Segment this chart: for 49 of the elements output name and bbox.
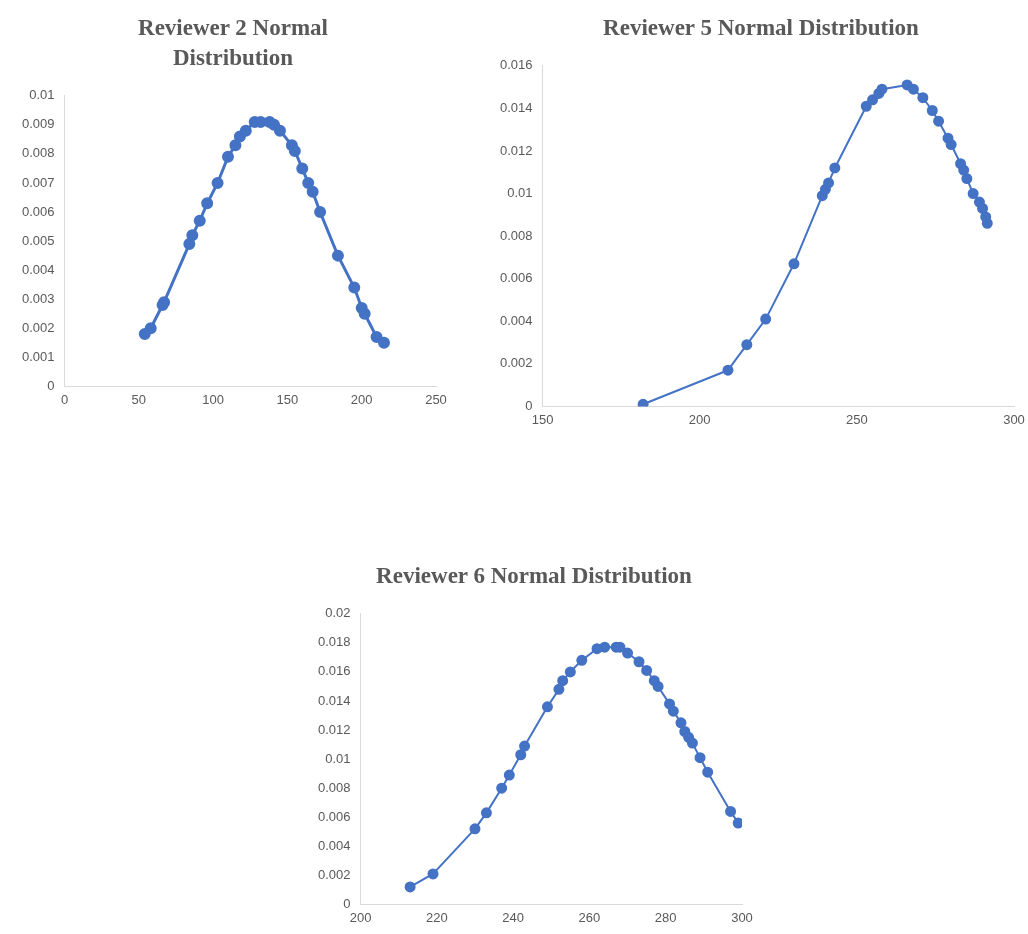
y-tick-label: 0.005 bbox=[21, 232, 55, 248]
y-tick-label: 0.004 bbox=[499, 312, 533, 328]
y-tick-label: 0.006 bbox=[499, 270, 533, 286]
y-tick-label: 0.006 bbox=[317, 808, 351, 824]
x-tick-label: 220 bbox=[425, 909, 448, 925]
x-tick-label: 240 bbox=[502, 909, 524, 925]
x-tick-label: 250 bbox=[425, 391, 447, 407]
x-tick-label: 100 bbox=[202, 391, 224, 407]
x-tick-label: 260 bbox=[578, 909, 601, 925]
y-tick-label: 0.002 bbox=[21, 319, 55, 335]
x-tick-label: 250 bbox=[845, 411, 868, 427]
y-tick-label: 0.008 bbox=[21, 145, 55, 161]
chart-title: Reviewer 6 Normal Distribution bbox=[375, 562, 693, 590]
y-tick-label: 0.012 bbox=[317, 721, 351, 737]
y-tick-label: 0.01 bbox=[29, 87, 55, 103]
y-tick-label: 0.014 bbox=[317, 692, 351, 708]
x-tick-label: 280 bbox=[654, 909, 677, 925]
y-tick-label: 0.016 bbox=[499, 57, 533, 73]
y-tick-label: 0.001 bbox=[21, 348, 55, 364]
y-tick-label: 0.018 bbox=[317, 634, 351, 650]
chart-title: Reviewer 2 Normal Distribution bbox=[137, 14, 329, 72]
x-tick-label: 150 bbox=[531, 411, 554, 427]
y-tick-label: 0.007 bbox=[21, 174, 55, 190]
y-tick-label: 0.003 bbox=[21, 290, 55, 306]
y-tick-label: 0.01 bbox=[507, 185, 533, 201]
y-tick-label: 0.014 bbox=[499, 99, 533, 115]
y-tick-label: 0.016 bbox=[317, 663, 351, 679]
y-tick-label: 0.006 bbox=[21, 203, 55, 219]
y-tick-label: 0.004 bbox=[21, 261, 55, 277]
x-tick-label: 300 bbox=[1003, 411, 1025, 427]
y-tick-label: 0.012 bbox=[499, 142, 533, 158]
y-tick-label: 0 bbox=[343, 895, 351, 911]
x-tick-label: 300 bbox=[731, 909, 753, 925]
chart-title: Reviewer 5 Normal Distribution bbox=[602, 14, 920, 42]
y-tick-label: 0.01 bbox=[325, 750, 351, 766]
x-tick-label: 0 bbox=[60, 391, 69, 407]
y-tick-label: 0.004 bbox=[317, 837, 351, 853]
y-tick-label: 0 bbox=[47, 377, 55, 393]
x-tick-label: 150 bbox=[276, 391, 299, 407]
y-tick-label: 0.008 bbox=[499, 227, 533, 243]
y-tick-label: 0.009 bbox=[21, 116, 55, 132]
x-tick-label: 200 bbox=[349, 909, 372, 925]
y-tick-label: 0.002 bbox=[499, 355, 533, 371]
y-tick-label: 0.008 bbox=[317, 779, 351, 795]
x-tick-label: 200 bbox=[350, 391, 373, 407]
y-tick-label: 0.02 bbox=[325, 605, 351, 621]
x-tick-label: 50 bbox=[131, 391, 147, 407]
y-tick-label: 0.002 bbox=[317, 866, 351, 882]
x-tick-label: 200 bbox=[688, 411, 711, 427]
